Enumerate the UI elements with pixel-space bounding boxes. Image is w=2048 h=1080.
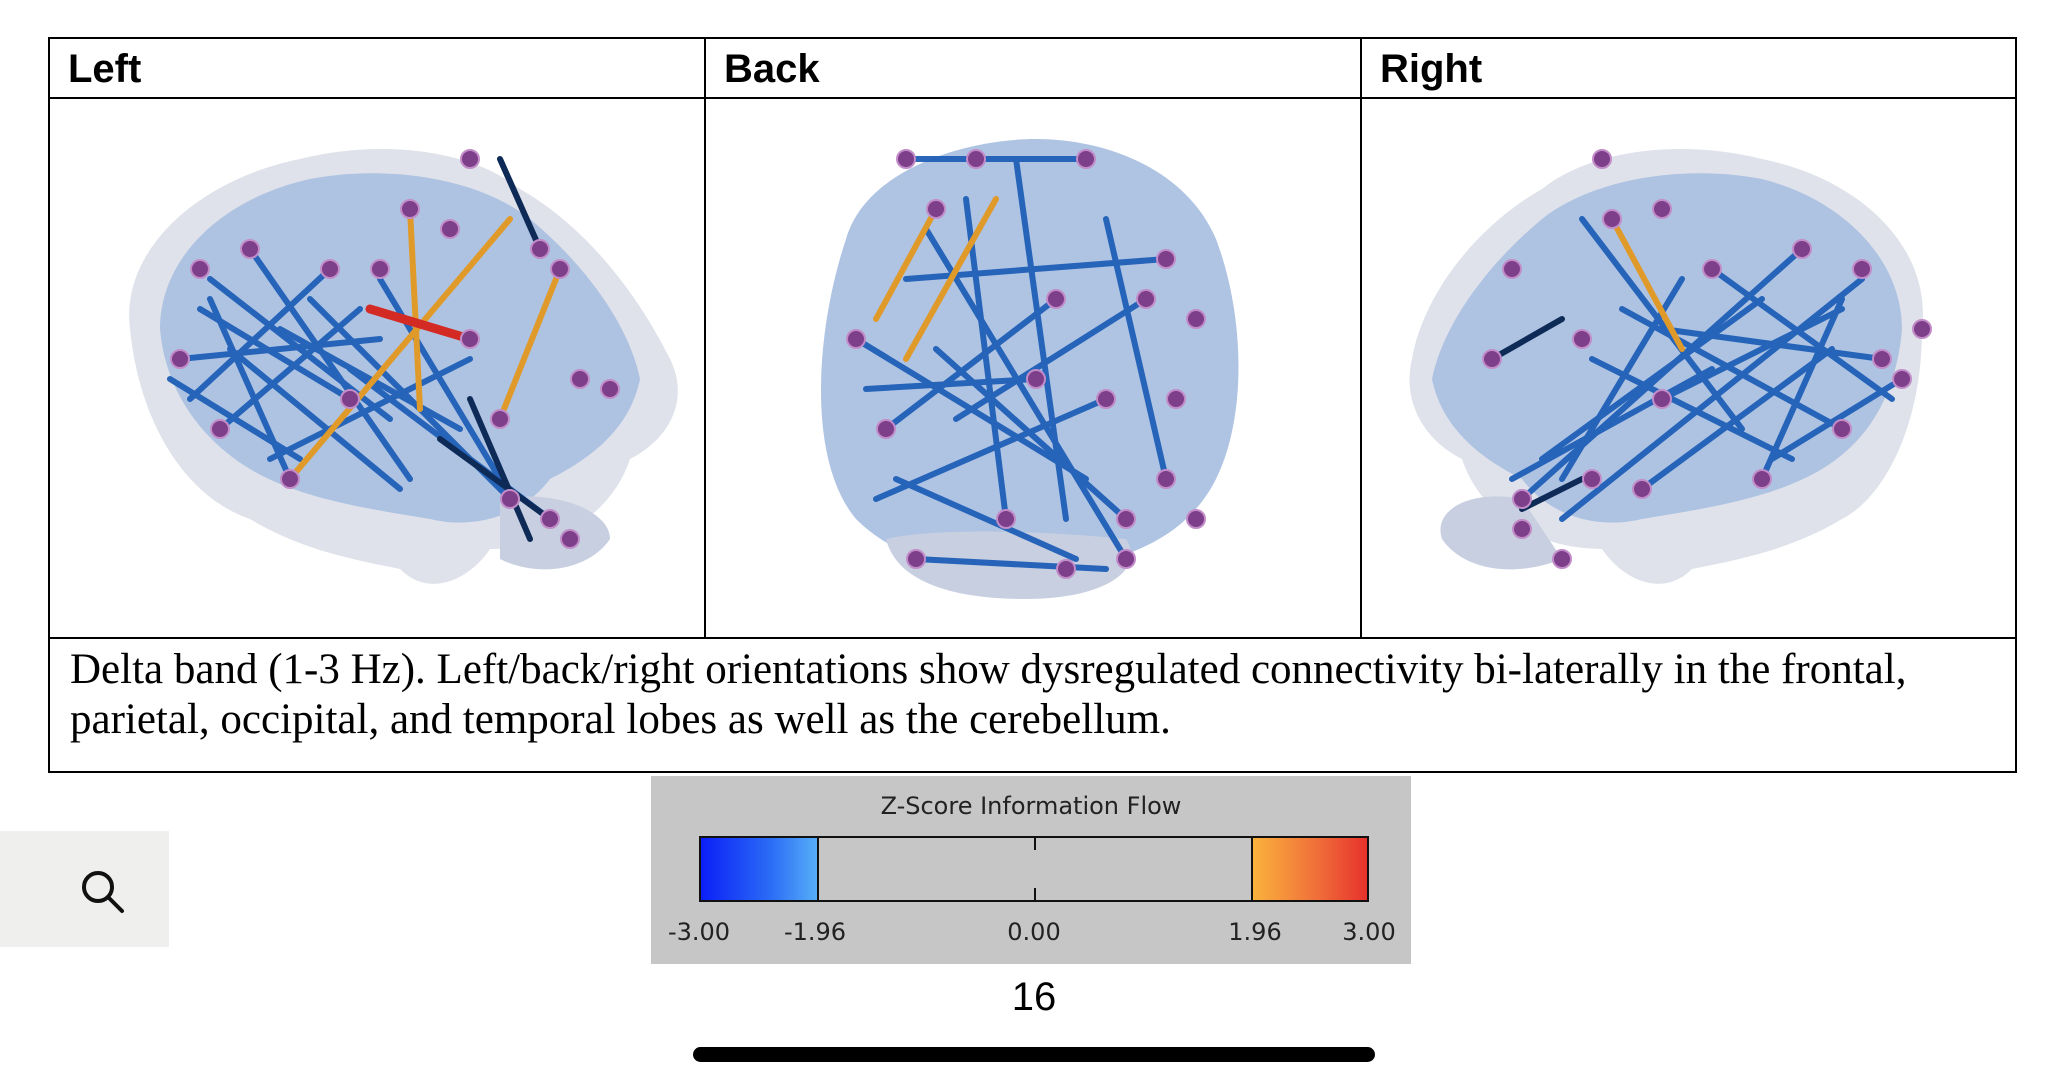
header-left: Left: [68, 47, 142, 91]
tick-label: -3.00: [667, 918, 731, 946]
header-right: Right: [1380, 47, 1483, 91]
tick-label: 1.96: [1228, 918, 1282, 946]
home-indicator[interactable]: [693, 1047, 1375, 1062]
brain-render-right: [1362, 99, 2017, 675]
search-button[interactable]: [0, 831, 169, 947]
column-divider: [1360, 39, 1362, 637]
colorbar-legend: Z-Score Information Flow -3.00 -1.96 0.0…: [651, 776, 1411, 964]
header-back: Back: [724, 47, 820, 91]
page-number: 16: [1011, 975, 1057, 1019]
column-divider: [704, 39, 706, 637]
colorbar-center-tick: [1034, 838, 1036, 850]
brain-render-left: [50, 99, 704, 675]
search-icon: [82, 871, 124, 913]
colorbar-negative-segment: [701, 838, 819, 900]
colorbar-positive-segment: [1251, 838, 1367, 900]
figure-caption: Delta band (1-3 Hz). Left/back/right ori…: [50, 637, 2015, 773]
tick-label: 3.00: [1342, 918, 1396, 946]
legend-title: Z-Score Information Flow: [880, 792, 1182, 820]
header-row: Left Back Right: [50, 39, 2015, 99]
tick-label: -1.96: [783, 918, 847, 946]
figure-table: Left Back Right: [48, 37, 2017, 773]
colorbar-center-tick: [1034, 888, 1036, 900]
colorbar: [699, 836, 1369, 902]
tick-label: 0.00: [1007, 918, 1061, 946]
brain-render-back: [706, 99, 1360, 675]
